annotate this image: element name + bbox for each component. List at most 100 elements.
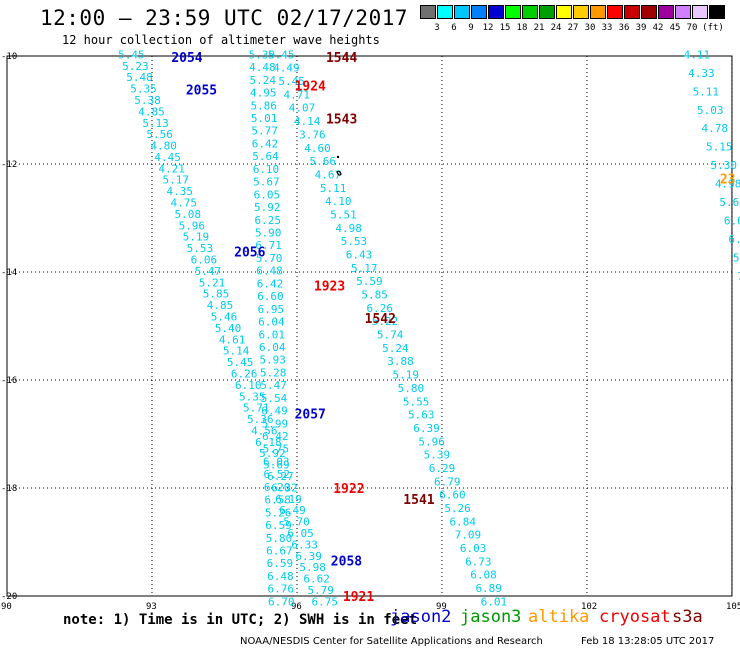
swh-value: 5.98	[299, 561, 326, 574]
swh-value: 4.75	[171, 197, 198, 210]
swh-value: 5.77	[251, 125, 277, 138]
swh-value: 5.45	[227, 356, 254, 369]
swh-value: 4.10	[325, 195, 352, 208]
legend-swatch	[539, 5, 555, 19]
swh-value: 6.76	[268, 583, 295, 596]
track-time-label: 2058	[331, 554, 362, 569]
swh-value: 5.67	[253, 176, 280, 189]
lon-label: 102	[581, 602, 597, 612]
swh-value: 5.38	[134, 94, 161, 107]
legend-swatch	[590, 5, 606, 19]
swh-value: 4.07	[289, 102, 316, 115]
swh-value: 5.53	[187, 242, 214, 255]
swh-value: 5.28	[260, 366, 287, 379]
lon-label: 93	[146, 602, 157, 612]
swh-value: 5.55	[403, 395, 430, 408]
swh-value: 6.04	[258, 316, 285, 329]
swh-value: 5.35	[239, 390, 266, 403]
legend-value: 39	[635, 23, 647, 33]
swh-value: 5.86	[250, 99, 276, 112]
swh-value: 4.49	[273, 62, 300, 75]
legend-value: 36	[618, 23, 630, 33]
track-time-label: 1921	[343, 590, 374, 605]
swh-value: 5.54	[261, 392, 288, 405]
legend-value: 6	[451, 23, 457, 33]
lat-label: -18	[1, 484, 17, 494]
swh-value: 6.48	[256, 265, 283, 278]
swh-value: 6.73	[465, 555, 492, 568]
swh-value: 5.39	[424, 449, 451, 462]
swh-value: 4.35	[166, 185, 193, 198]
swh-value: 5.85	[361, 289, 388, 302]
swh-value: 5.80	[266, 532, 293, 545]
swh-value: 3.88	[387, 355, 414, 368]
swh-value: 5.13	[142, 117, 169, 130]
legend-value: 45	[669, 23, 681, 33]
swh-value: 5.51	[330, 208, 357, 221]
swh-value: 6.42	[262, 430, 289, 443]
swh-value: 5.63	[719, 196, 740, 209]
swh-value: 6.02	[724, 215, 740, 228]
swh-value: 6.59	[267, 557, 294, 570]
swh-value: 5.92	[259, 447, 286, 460]
track-time-label: 2057	[295, 407, 326, 422]
lat-label: -10	[1, 52, 17, 62]
swh-value: 4.85	[138, 105, 165, 118]
legend-swatch	[420, 5, 436, 19]
swh-value: 6.49	[279, 504, 306, 517]
map-markers	[336, 155, 342, 176]
lat-label: -12	[1, 160, 17, 170]
swh-value: 5.75	[263, 443, 290, 456]
swh-value: 6.42	[257, 277, 284, 290]
swh-value: 6.33	[291, 538, 318, 551]
swh-value: 5.08	[175, 208, 202, 221]
swh-value: 6.67	[266, 545, 293, 558]
swh-value: 5.24	[382, 342, 409, 355]
swh-value: 5.24	[250, 74, 277, 87]
swh-value: 6.27	[267, 470, 294, 483]
swh-value: 6.01	[481, 595, 508, 608]
swh-value: 6.71	[255, 239, 282, 252]
swh-value: 6.39	[413, 422, 440, 435]
swh-value: 5.90	[255, 226, 282, 239]
legend-swatch	[488, 5, 504, 19]
swh-value: 5.64	[252, 150, 279, 163]
swh-value: 6.49	[261, 405, 288, 418]
swh-value: 4.48	[249, 61, 276, 74]
swh-value: 6.06	[191, 254, 218, 267]
legend-value: 12	[482, 23, 494, 33]
swh-value: 5.53	[341, 235, 368, 248]
swh-value: 6.62	[303, 573, 330, 586]
swh-value: 4.80	[150, 140, 177, 153]
swh-value: 6.26	[231, 367, 258, 380]
swh-value: 5.45	[118, 48, 145, 61]
legend-value: 18	[516, 23, 528, 33]
swh-value: 5.19	[183, 231, 210, 244]
altimeter-tracks: 5.455.235.485.355.384.855.135.564.804.45…	[118, 48, 740, 608]
swh-value: 6.05	[287, 527, 314, 540]
swh-value: 5.40	[215, 322, 242, 335]
swh-value: 6.10	[235, 379, 261, 392]
legend-swatch	[454, 5, 470, 19]
swh-value: 4.98	[335, 222, 362, 235]
lat-label: -14	[1, 268, 17, 278]
swh-value: 6.08	[470, 569, 497, 582]
legend-swatch	[556, 5, 572, 19]
swh-value: 5.92	[254, 201, 281, 214]
swh-value: 5.11	[693, 85, 720, 98]
swh-value: 5.17	[162, 174, 189, 187]
swh-value: 5.15	[706, 141, 733, 154]
swh-value: 4.14	[294, 115, 321, 128]
legend-value: 3	[434, 23, 440, 33]
legend-value: 15	[499, 23, 511, 33]
swh-value: 5.63	[408, 409, 435, 422]
swh-value: 6.43	[728, 233, 740, 246]
generation-timestamp: Feb 18 13:28:05 UTC 2017	[581, 636, 715, 647]
satellite-s3a: s3a	[672, 607, 703, 627]
swh-value: 5.36	[247, 413, 274, 426]
swh-value: 5.23	[122, 60, 148, 73]
track-time-label: 1542	[365, 312, 396, 327]
swh-value: 6.58	[264, 494, 291, 507]
swh-value: 6.84	[450, 515, 477, 528]
